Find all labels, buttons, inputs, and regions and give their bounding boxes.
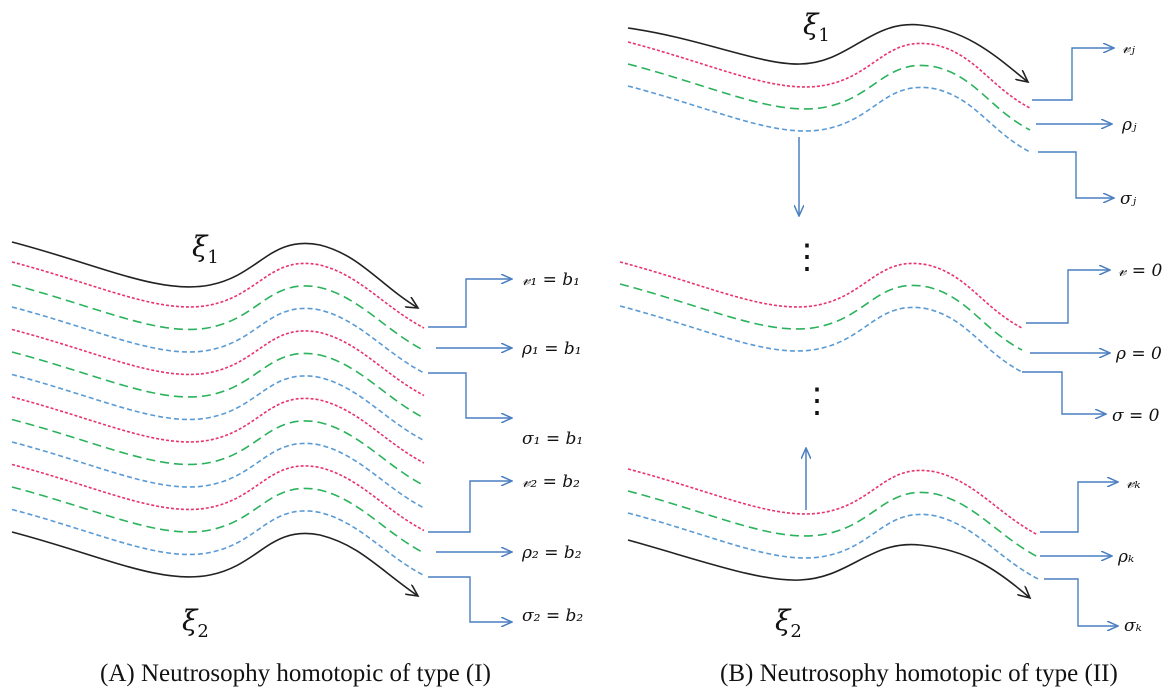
falsity-curve — [11, 508, 425, 577]
panel-a-neutrosophic-family — [11, 261, 425, 577]
panel-a-arrow-sigma1 — [428, 372, 512, 418]
panel-b-bottom-boundary — [627, 539, 1030, 598]
indeterminacy-curve — [627, 63, 1031, 131]
panel-b-arrow-sigmaj — [1038, 151, 1114, 198]
panel-b-label-v0: 𝓋 = 0 — [1118, 261, 1162, 281]
panel-b-arrow-v0 — [1026, 270, 1110, 324]
panel-b-label-rhok: ρₖ — [1117, 547, 1134, 567]
panel-a-label-rho1: ρ₁ = b₁ — [521, 339, 582, 359]
panel-b-xi2-label: ξ2 — [775, 604, 802, 642]
truth-curve — [11, 261, 425, 329]
panel-a-caption-tag: (A) — [100, 660, 135, 687]
indeterminacy-curve — [11, 486, 425, 554]
panel-b-label-vk: 𝓋ₖ — [1126, 473, 1141, 493]
indeterminacy-curve — [619, 283, 1023, 351]
panel-a-arrow-v1 — [428, 279, 512, 328]
panel-b-xi1-label: ξ1 — [803, 8, 830, 46]
panel-a-label-sigma1: σ₁ = b₁ — [522, 429, 583, 449]
panel-b-top-boundary — [627, 23, 1028, 82]
panel-b-label-sigmak: σₖ — [1124, 616, 1142, 636]
falsity-curve — [11, 373, 425, 442]
truth-curve — [619, 261, 1023, 329]
panel-b-label-sigma0: σ = 0 — [1112, 406, 1160, 426]
panel-a-top-boundary — [11, 241, 418, 308]
panel-a-arrow-v2 — [428, 481, 512, 533]
falsity-curve — [11, 441, 425, 509]
indeterminacy-curve — [11, 418, 425, 487]
panel-b-arrow-vk — [1040, 482, 1118, 533]
panel-b-label-sigmaj: σⱼ — [1120, 189, 1137, 209]
panel-a-label-v1: 𝓋₁ = b₁ — [522, 270, 580, 290]
truth-curve — [627, 41, 1031, 109]
indeterminacy-curve — [11, 283, 425, 352]
indeterminacy-curve — [11, 351, 425, 419]
panel-b-arrow-vj — [1032, 48, 1114, 101]
panel-a-label-v2: 𝓋₂ = b₂ — [522, 472, 580, 492]
panel-b-caption-text: Neutrosophy homotopic of type (II) — [759, 660, 1118, 687]
panel-b-arrow-sigmak — [1044, 578, 1118, 626]
panel-b-label-rhoj: ρⱼ — [1121, 115, 1137, 135]
panel-b-neutrosophic-family — [619, 41, 1039, 580]
panel-b-label-vj: 𝓋ⱼ — [1122, 38, 1135, 58]
panel-a-label-rho2: ρ₂ = b₂ — [521, 543, 582, 563]
truth-curve — [11, 328, 425, 397]
panel-b-ellipsis-top: ⋮ — [790, 237, 824, 277]
panel-a-caption: (A) Neutrosophy homotopic of type (I) — [100, 660, 491, 688]
indeterminacy-curve — [627, 490, 1039, 558]
panel-b: ⋮ ⋮ ξ1 ξ2 𝓋ⱼ ρⱼ σⱼ 𝓋 = 0 ρ = 0 σ = 0 𝓋ₖ … — [619, 8, 1162, 642]
panel-a-xi2-label: ξ2 — [182, 604, 209, 642]
panel-a: ξ1 ξ2 𝓋₁ = b₁ ρ₁ = b₁ σ₁ = b₁ 𝓋₂ = b₂ ρ₂… — [11, 230, 583, 642]
panel-a-arrow-sigma2 — [428, 576, 512, 622]
panel-b-label-rho0: ρ = 0 — [1115, 344, 1162, 364]
falsity-curve — [619, 305, 1023, 373]
falsity-curve — [11, 306, 425, 374]
truth-curve — [11, 463, 425, 532]
panel-a-label-sigma2: σ₂ = b₂ — [522, 606, 583, 626]
panel-b-caption-tag: (B) — [720, 660, 754, 687]
panel-b-ellipsis-bottom: ⋮ — [800, 381, 834, 421]
panel-a-bottom-boundary — [11, 531, 418, 596]
falsity-curve — [627, 512, 1039, 580]
truth-curve — [11, 396, 425, 464]
panel-a-caption-text: Neutrosophy homotopic of type (I) — [140, 660, 491, 687]
panel-b-arrow-sigma0 — [1022, 371, 1106, 414]
falsity-curve — [627, 85, 1031, 153]
panel-a-xi1-label: ξ1 — [192, 230, 219, 268]
truth-curve — [627, 468, 1039, 536]
panel-b-caption: (B) Neutrosophy homotopic of type (II) — [720, 660, 1118, 688]
